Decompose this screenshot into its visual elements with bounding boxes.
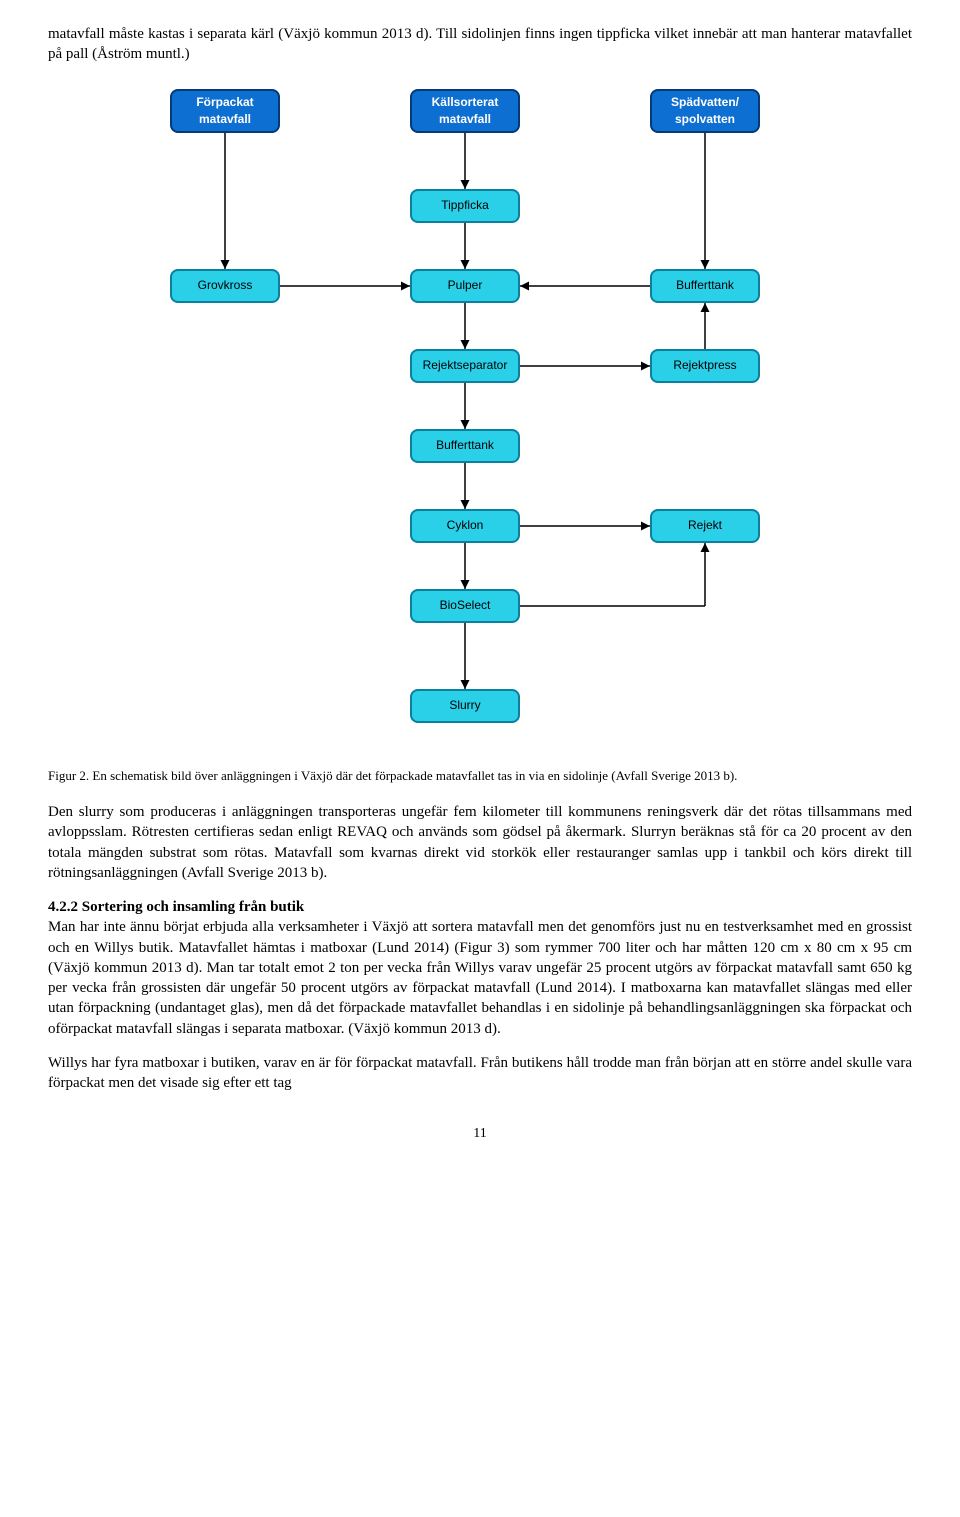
flowchart-node-tippficka: Tippficka [410,189,520,223]
slurry-paragraph: Den slurry som produceras i anläggningen… [48,802,912,883]
section-body-1: Man har inte ännu börjat erbjuda alla ve… [48,919,912,1036]
intro-paragraph: matavfall måste kastas i separata kärl (… [48,24,912,65]
section-heading: 4.2.2 Sortering och insamling från butik [48,899,304,915]
flowchart-node-pulper: Pulper [410,269,520,303]
page-number: 11 [48,1125,912,1144]
flowchart-node-bufferttank1: Bufferttank [650,269,760,303]
figure-caption: Figur 2. En schematisk bild över anläggn… [48,767,912,785]
flowchart-node-kallsorterat: Källsorterat matavfall [410,89,520,133]
section-4-2-2: 4.2.2 Sortering och insamling från butik… [48,897,912,1039]
willys-paragraph: Willys har fyra matboxar i butiken, vara… [48,1053,912,1094]
flowchart-node-bioselect: BioSelect [410,589,520,623]
flowchart-node-grovkross: Grovkross [170,269,280,303]
flowchart-node-rejektpress: Rejektpress [650,349,760,383]
process-flowchart: Förpackat matavfall Källsorterat matavfal… [100,79,860,759]
flowchart-node-bufferttank2: Bufferttank [410,429,520,463]
flowchart-node-spadvatten: Spädvatten/ spolvatten [650,89,760,133]
flowchart-node-cyklon: Cyklon [410,509,520,543]
flowchart-node-rejekt: Rejekt [650,509,760,543]
flowchart-edges [100,79,860,759]
flowchart-node-rejektseparator: Rejektseparator [410,349,520,383]
flowchart-node-forpackat: Förpackat matavfall [170,89,280,133]
flowchart-node-slurry: Slurry [410,689,520,723]
